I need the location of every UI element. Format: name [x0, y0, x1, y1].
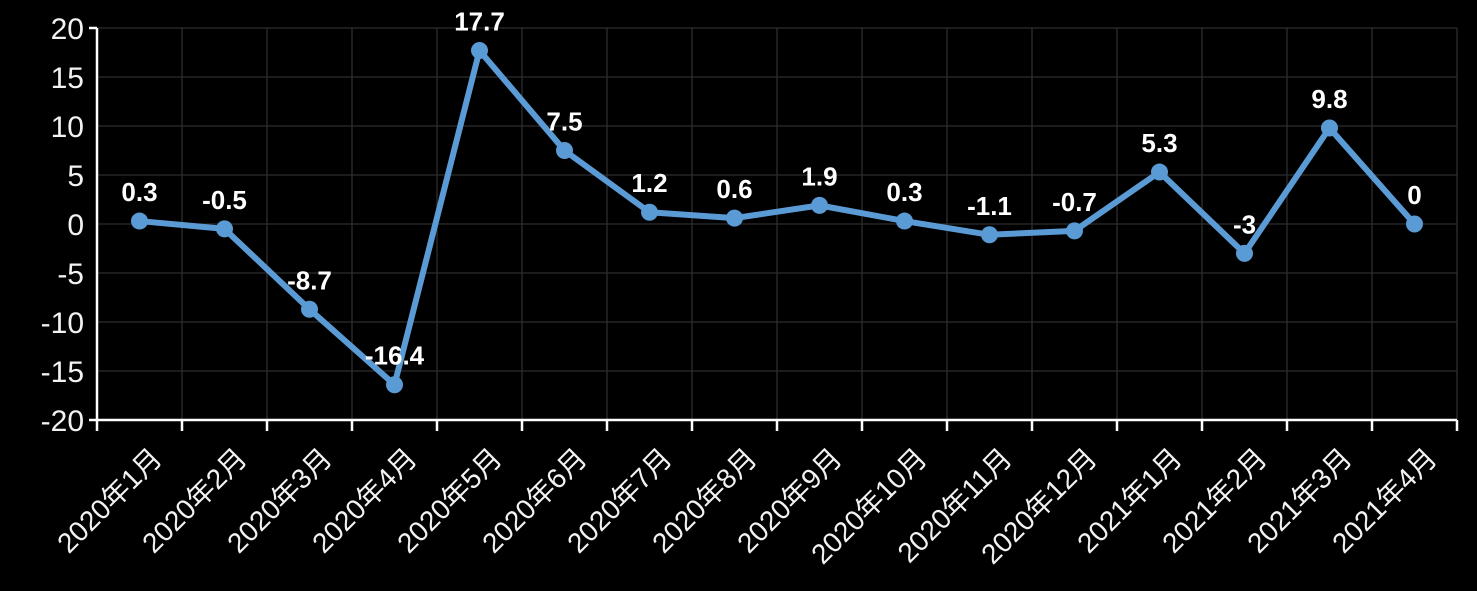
y-tick-label: -15 — [41, 356, 84, 389]
data-label: -16.4 — [365, 341, 425, 371]
data-line — [136, 47, 1418, 388]
data-point-marker — [641, 203, 658, 221]
data-point-marker — [216, 220, 233, 238]
data-point-marker — [131, 212, 148, 230]
y-tick-label: 10 — [51, 111, 84, 144]
y-tick-label: 5 — [67, 160, 84, 193]
data-point-marker — [1406, 215, 1423, 233]
data-point-marker — [726, 209, 743, 227]
data-label: -8.7 — [287, 265, 332, 295]
data-label: -0.7 — [1052, 187, 1097, 217]
data-label: 9.8 — [1311, 84, 1347, 114]
data-point-marker — [1321, 119, 1338, 137]
data-label: 1.2 — [631, 168, 667, 198]
data-label: 0.3 — [121, 177, 157, 207]
y-tick-label: -20 — [41, 405, 84, 438]
data-label: 0.3 — [886, 177, 922, 207]
data-label: 1.9 — [801, 161, 837, 191]
data-point-marker — [811, 196, 828, 214]
data-label: -0.5 — [202, 185, 247, 215]
data-point-marker — [981, 226, 998, 244]
data-point-marker — [471, 42, 488, 60]
data-point-marker — [1151, 163, 1168, 181]
y-tick-label: 20 — [51, 13, 84, 46]
y-tick-label: -10 — [41, 307, 84, 340]
data-point-marker — [896, 212, 913, 230]
data-point-marker — [1236, 244, 1253, 262]
data-label: 5.3 — [1141, 128, 1177, 158]
data-label: 17.7 — [454, 7, 505, 37]
data-point-marker — [556, 142, 573, 159]
data-label: 7.5 — [546, 107, 582, 137]
data-point-marker — [1066, 222, 1083, 240]
data-point-marker — [301, 300, 318, 318]
y-tick-label: -5 — [57, 258, 84, 291]
data-point-marker — [386, 376, 403, 394]
data-label: -3 — [1233, 209, 1256, 239]
data-label: -1.1 — [967, 191, 1012, 221]
data-label: 0 — [1407, 180, 1421, 210]
y-tick-label: 0 — [67, 209, 84, 242]
data-label: 0.6 — [716, 174, 752, 204]
y-tick-label: 15 — [51, 62, 84, 95]
